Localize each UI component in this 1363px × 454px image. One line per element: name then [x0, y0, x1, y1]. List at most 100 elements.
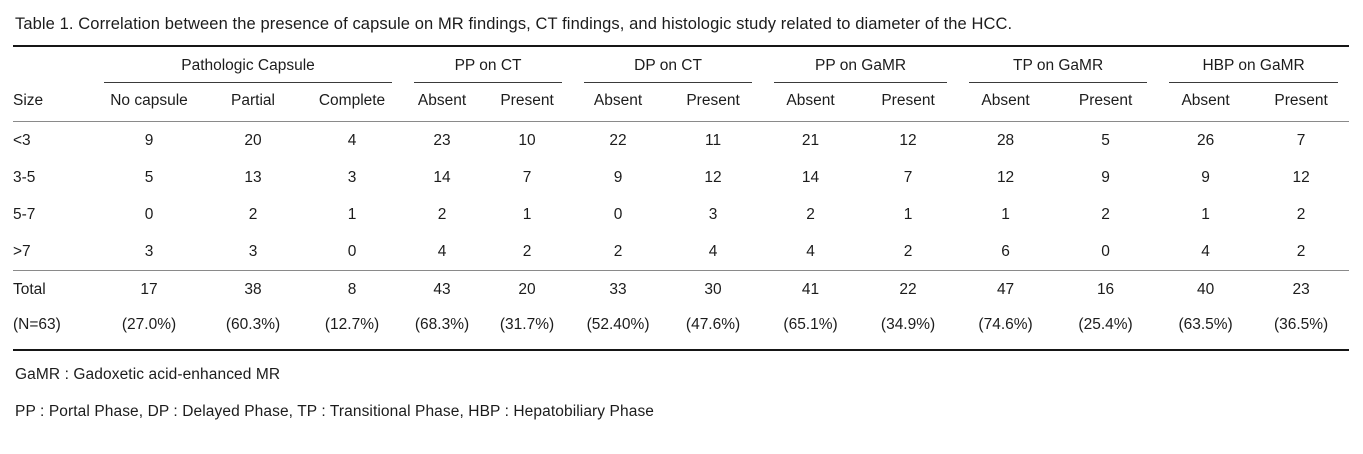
cell: 9 — [144, 132, 154, 149]
cell: 10 — [518, 132, 536, 149]
table-row: <3 9 20 4 23 10 22 11 21 12 28 5 26 7 — [13, 122, 1349, 160]
table-body: <3 9 20 4 23 10 22 11 21 12 28 5 26 7 3-5 5 13 3 14 7 9 12 14 7… — [13, 122, 1350, 351]
cell: 21 — [801, 132, 820, 149]
cell: 12 — [899, 132, 917, 149]
cell: 16 — [1053, 270, 1159, 308]
group-header-label: DP on CT — [584, 57, 753, 83]
sub-header-row: Size No capsule Partial Complete Absent Prese… — [13, 83, 1350, 122]
cell: 2 — [522, 243, 532, 260]
total-row: Total 17 38 8 43 20 33 30 41 22 47 16 40 23 — [13, 270, 1350, 308]
cell: 28 — [996, 132, 1015, 149]
cell: 6 — [1001, 243, 1010, 260]
cell: 2 — [248, 206, 258, 223]
column-header: Present — [858, 83, 959, 122]
cell: (60.3%) — [205, 308, 301, 351]
cell: 26 — [1196, 132, 1215, 149]
cell: 43 — [403, 270, 482, 308]
cell: 2 — [903, 243, 913, 260]
cell: 1 — [1001, 206, 1010, 223]
table-head: Pathologic Capsule PP on CT DP on CT PP on … — [13, 45, 1350, 122]
cell: (68.3%) — [403, 308, 482, 351]
correlation-table: Pathologic Capsule PP on CT DP on CT PP on … — [13, 45, 1350, 351]
column-header: No capsule — [93, 83, 205, 122]
cell: 3 — [347, 169, 357, 186]
cell: (12.7%) — [301, 308, 404, 351]
cell: 3 — [248, 243, 258, 260]
cell: 2 — [1101, 206, 1110, 223]
cell: (47.6%) — [663, 308, 764, 351]
row-label: 3-5 — [13, 169, 36, 186]
column-header: Partial — [205, 83, 301, 122]
column-header: Absent — [573, 83, 664, 122]
page: Table 1. Correlation between the presenc… — [13, 15, 1350, 421]
column-header: Present — [481, 83, 574, 122]
cell: 22 — [609, 132, 627, 149]
cell: 5 — [144, 169, 154, 186]
cell: 1 — [903, 206, 913, 223]
group-header-2: DP on CT — [573, 45, 764, 83]
cell: 11 — [705, 132, 722, 149]
row-label: <3 — [13, 132, 31, 149]
column-header: Absent — [403, 83, 482, 122]
group-header-label: Pathologic Capsule — [104, 57, 393, 83]
cell: 30 — [663, 270, 764, 308]
cell: 1 — [347, 206, 357, 223]
cell: 7 — [522, 169, 532, 186]
footnote-gamr: GaMR : Gadoxetic acid-enhanced MR — [15, 366, 281, 383]
group-header-label: TP on GaMR — [969, 57, 1148, 83]
cell: (65.1%) — [763, 308, 859, 351]
column-header: Present — [663, 83, 764, 122]
cell: 0 — [144, 206, 154, 223]
footnotes: GaMR : Gadoxetic acid-enhanced MR PP : P… — [15, 366, 1350, 421]
row-label: >7 — [13, 243, 31, 260]
cell: 2 — [437, 206, 447, 223]
cell: 33 — [573, 270, 664, 308]
cell: (63.5%) — [1158, 308, 1254, 351]
cell: 38 — [205, 270, 301, 308]
cell: (31.7%) — [481, 308, 574, 351]
row-label: (N=63) — [13, 308, 93, 351]
cell: 0 — [613, 206, 623, 223]
cell: 3 — [708, 206, 718, 223]
cell: 0 — [347, 243, 357, 260]
cell: 2 — [1296, 243, 1306, 260]
cell: 2 — [613, 243, 623, 260]
cell: (34.9%) — [858, 308, 959, 351]
cell: 22 — [858, 270, 959, 308]
cell: 7 — [1296, 132, 1306, 149]
column-header: Present — [1253, 83, 1350, 122]
cell: 4 — [437, 243, 447, 260]
cell: 1 — [522, 206, 532, 223]
cell: 12 — [996, 169, 1015, 186]
group-header-3: PP on GaMR — [763, 45, 959, 83]
group-header-row: Pathologic Capsule PP on CT DP on CT PP on … — [13, 45, 1350, 83]
cell: 1 — [1201, 206, 1210, 223]
cell: 9 — [1101, 169, 1110, 186]
cell: (36.5%) — [1253, 308, 1350, 351]
cell: 9 — [613, 169, 623, 186]
cell: (74.6%) — [958, 308, 1054, 351]
column-header: Absent — [763, 83, 859, 122]
column-header: Present — [1053, 83, 1159, 122]
cell: 9 — [1201, 169, 1210, 186]
group-header-label: HBP on GaMR — [1169, 57, 1339, 83]
cell: 23 — [1253, 270, 1350, 308]
cell: 41 — [763, 270, 859, 308]
cell: 7 — [903, 169, 913, 186]
row-label: 5-7 — [13, 206, 36, 223]
footnote-phases: PP : Portal Phase, DP : Delayed Phase, T… — [15, 403, 655, 420]
group-header-4: TP on GaMR — [958, 45, 1159, 83]
table-row: 3-5 5 13 3 14 7 9 12 14 7 12 9 9 12 — [13, 159, 1349, 196]
table-title: Table 1. Correlation between the presenc… — [15, 15, 1013, 33]
cell: 4 — [806, 243, 815, 260]
cell: 5 — [1101, 132, 1110, 149]
cell: 23 — [433, 132, 451, 149]
cell: (52.40%) — [573, 308, 664, 351]
column-header: Absent — [1158, 83, 1254, 122]
cell: 8 — [301, 270, 404, 308]
table-row: >7 3 3 0 4 2 2 4 4 2 6 0 4 2 — [13, 233, 1349, 271]
cell: 4 — [347, 132, 357, 149]
percent-row: (N=63) (27.0%) (60.3%) (12.7%) (68.3%) (31.7%… — [13, 308, 1350, 351]
cell: 12 — [1292, 169, 1310, 186]
group-header-0: Pathologic Capsule — [93, 45, 404, 83]
